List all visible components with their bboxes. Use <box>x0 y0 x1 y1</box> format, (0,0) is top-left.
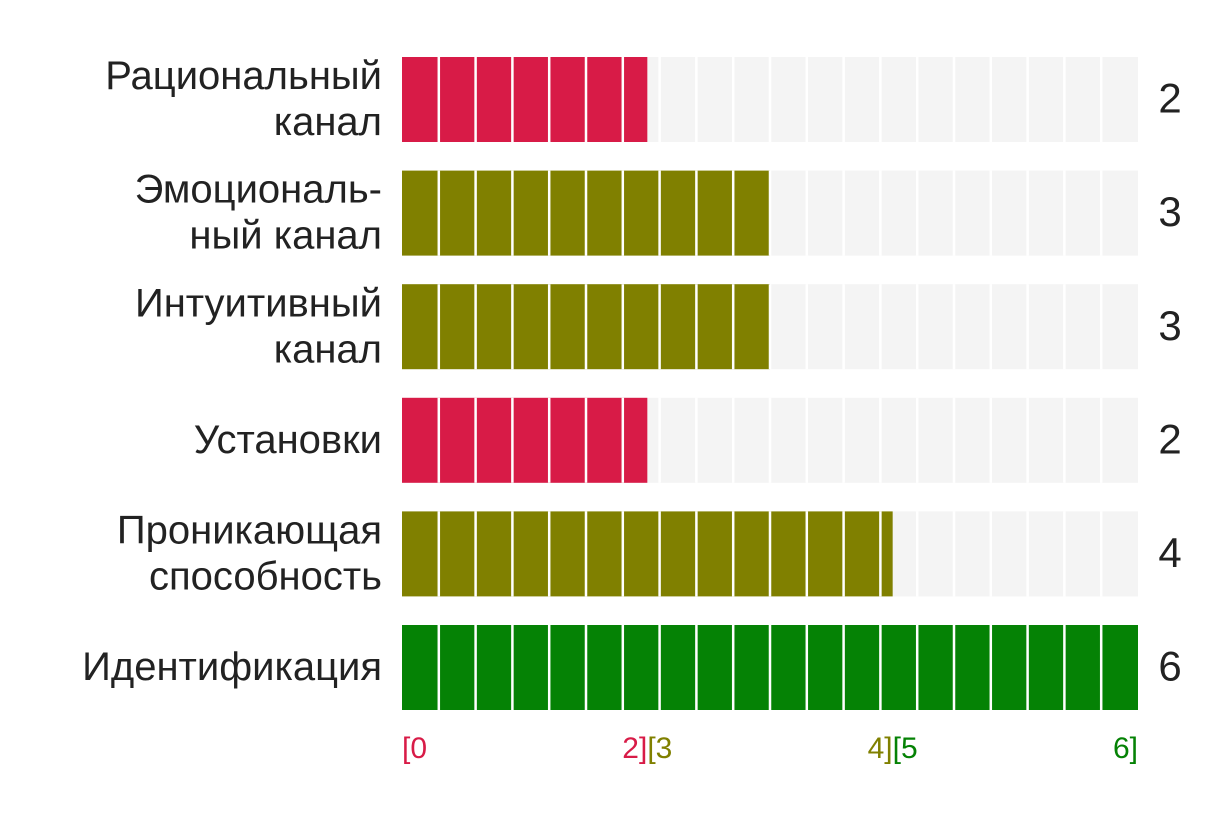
range-end-label: 6] <box>1113 732 1138 765</box>
value-label: 2 <box>1158 75 1181 122</box>
range-start-label: [5 <box>893 732 918 765</box>
range-start-label: [3 <box>647 732 672 765</box>
bar <box>402 511 893 597</box>
category-label: Рациональный <box>105 54 382 98</box>
category-label: канал <box>274 327 382 371</box>
bar <box>402 397 648 483</box>
value-label: 3 <box>1158 188 1181 235</box>
category-label: способность <box>149 554 382 598</box>
value-label: 3 <box>1158 302 1181 349</box>
range-start-label: [0 <box>402 732 427 765</box>
value-label: 6 <box>1158 643 1181 690</box>
range-end-label: 4] <box>868 732 893 765</box>
bar <box>402 57 648 142</box>
value-label: 2 <box>1158 415 1181 462</box>
range-end-label: 2] <box>622 732 647 765</box>
category-label: канал <box>274 100 382 144</box>
category-label: Интуитивный <box>135 281 382 325</box>
category-label: Эмоциональ- <box>135 168 382 212</box>
value-label: 4 <box>1158 529 1181 576</box>
category-label: ный канал <box>189 214 382 258</box>
category-label: Проникающая <box>117 508 382 552</box>
category-label: Идентификация <box>82 645 382 689</box>
category-label: Установки <box>194 418 382 462</box>
